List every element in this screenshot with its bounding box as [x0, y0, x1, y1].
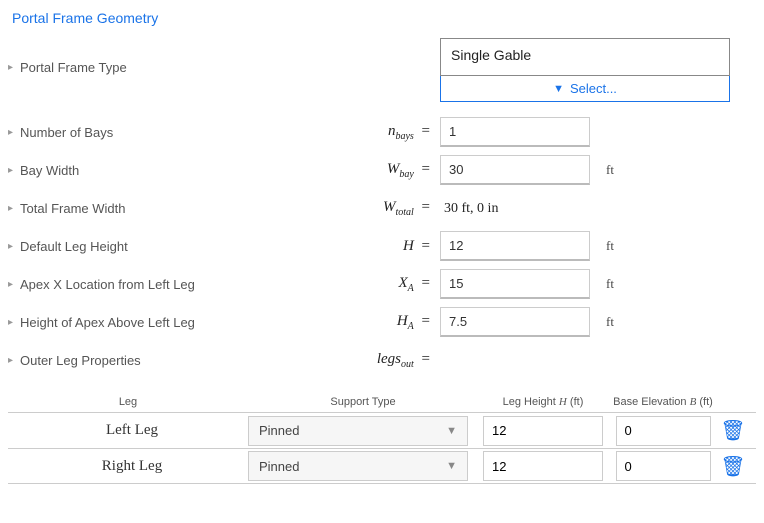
frame-type-value[interactable]: Single Gable: [440, 38, 730, 76]
expand-caret[interactable]: ▸: [8, 203, 18, 214]
h-input[interactable]: [440, 231, 590, 261]
chevron-down-icon: ▼: [446, 425, 457, 437]
ha-unit: ft: [600, 314, 630, 330]
nbays-input[interactable]: [440, 117, 590, 147]
support-type-value: Pinned: [259, 459, 299, 474]
wtotal-symbol: Wtotal =: [270, 199, 440, 218]
support-type-value: Pinned: [259, 423, 299, 438]
xa-unit: ft: [600, 276, 630, 292]
ha-label: Height of Apex Above Left Leg: [20, 315, 270, 330]
support-type-select[interactable]: Pinned ▼: [248, 416, 468, 446]
expand-caret[interactable]: ▸: [8, 317, 18, 328]
xa-input[interactable]: [440, 269, 590, 299]
leg-height-input[interactable]: [483, 451, 603, 481]
xa-label: Apex X Location from Left Leg: [20, 277, 270, 292]
expand-caret[interactable]: ▸: [8, 165, 18, 176]
legsout-symbol: legsout =: [270, 351, 440, 370]
delete-row-button[interactable]: 🗑: [718, 454, 748, 479]
expand-caret[interactable]: ▸: [8, 38, 18, 73]
col-height-header: Leg Height H (ft): [478, 396, 608, 408]
h-symbol: H =: [270, 238, 440, 255]
leg-name: Left Leg: [8, 422, 248, 439]
ha-input[interactable]: [440, 307, 590, 337]
h-unit: ft: [600, 238, 630, 254]
leg-height-input[interactable]: [483, 416, 603, 446]
chevron-down-icon: ▼: [446, 460, 457, 472]
nbays-symbol: nbays =: [270, 123, 440, 142]
expand-caret[interactable]: ▸: [8, 279, 18, 290]
wbay-unit: ft: [600, 162, 630, 178]
frame-type-label: Portal Frame Type: [20, 38, 270, 75]
legs-table: Leg Support Type Leg Height H (ft) Base …: [8, 396, 756, 484]
table-row: Left Leg Pinned ▼ 🗑: [8, 412, 756, 448]
col-support-header: Support Type: [248, 396, 478, 408]
trash-icon: 🗑: [720, 456, 745, 478]
support-type-select[interactable]: Pinned ▼: [248, 451, 468, 481]
nbays-label: Number of Bays: [20, 125, 270, 140]
col-base-header: Base Elevation B (ft): [608, 396, 718, 408]
wtotal-value: 30 ft, 0 in: [440, 201, 498, 216]
frame-type-select-button[interactable]: ▼ Select...: [440, 76, 730, 102]
select-button-label: Select...: [570, 81, 617, 96]
leg-name: Right Leg: [8, 458, 248, 475]
expand-caret[interactable]: ▸: [8, 355, 18, 366]
delete-row-button[interactable]: 🗑: [718, 418, 748, 443]
expand-caret[interactable]: ▸: [8, 241, 18, 252]
xa-symbol: XA =: [270, 275, 440, 294]
table-row: Right Leg Pinned ▼ 🗑: [8, 448, 756, 484]
wbay-label: Bay Width: [20, 163, 270, 178]
filter-icon: ▼: [553, 83, 564, 95]
wtotal-label: Total Frame Width: [20, 201, 270, 216]
base-elevation-input[interactable]: [616, 416, 711, 446]
trash-icon: 🗑: [720, 420, 745, 442]
expand-caret[interactable]: ▸: [8, 127, 18, 138]
base-elevation-input[interactable]: [616, 451, 711, 481]
h-label: Default Leg Height: [20, 239, 270, 254]
ha-symbol: HA =: [270, 313, 440, 332]
col-leg-header: Leg: [8, 396, 248, 408]
wbay-symbol: Wbay =: [270, 161, 440, 180]
section-title: Portal Frame Geometry: [8, 10, 756, 26]
wbay-input[interactable]: [440, 155, 590, 185]
legs-table-header: Leg Support Type Leg Height H (ft) Base …: [8, 396, 756, 412]
legsout-label: Outer Leg Properties: [20, 353, 270, 368]
